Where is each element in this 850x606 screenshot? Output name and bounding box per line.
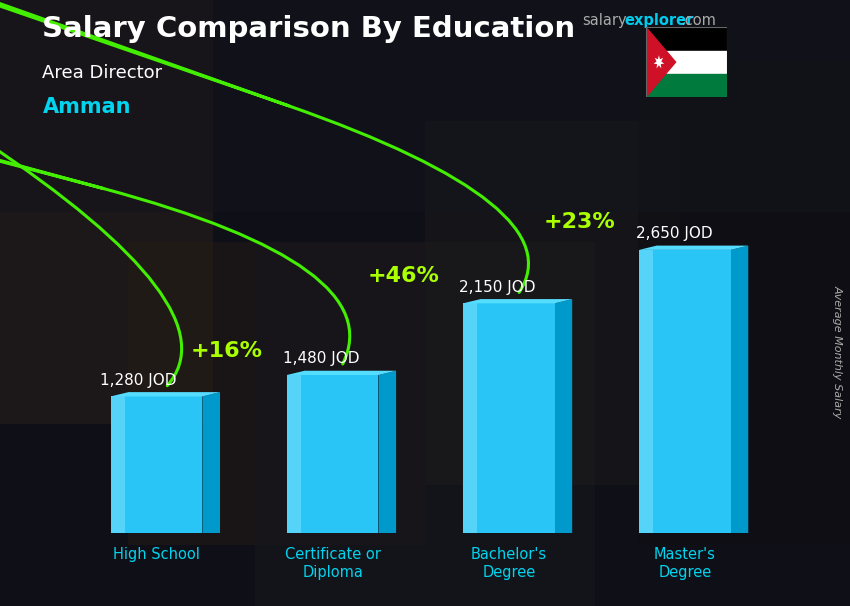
Text: 2,150 JOD: 2,150 JOD bbox=[460, 280, 536, 295]
Polygon shape bbox=[287, 371, 396, 375]
Text: Area Director: Area Director bbox=[42, 64, 162, 82]
Text: Average Monthly Salary: Average Monthly Salary bbox=[832, 285, 842, 418]
Bar bbox=[639, 250, 653, 533]
Bar bbox=[463, 304, 477, 533]
Text: Amman: Amman bbox=[42, 97, 131, 117]
Text: +23%: +23% bbox=[543, 212, 615, 232]
Text: .com: .com bbox=[680, 13, 716, 28]
Bar bbox=[463, 304, 554, 533]
Bar bbox=[0, 0, 850, 212]
Polygon shape bbox=[554, 299, 572, 533]
Polygon shape bbox=[378, 371, 396, 533]
Text: 1,480 JOD: 1,480 JOD bbox=[283, 351, 360, 367]
Bar bbox=[638, 61, 850, 545]
Polygon shape bbox=[110, 392, 220, 396]
Bar bbox=[646, 50, 727, 74]
Bar bbox=[646, 74, 727, 97]
Text: salary: salary bbox=[582, 13, 626, 28]
Bar bbox=[287, 375, 301, 533]
Polygon shape bbox=[202, 392, 220, 533]
Bar bbox=[639, 250, 731, 533]
Text: 1,280 JOD: 1,280 JOD bbox=[100, 373, 177, 388]
Polygon shape bbox=[654, 55, 664, 68]
Text: explorer: explorer bbox=[625, 13, 694, 28]
Bar bbox=[646, 27, 727, 50]
Bar bbox=[0, 0, 212, 424]
Bar bbox=[425, 121, 680, 485]
Text: Salary Comparison By Education: Salary Comparison By Education bbox=[42, 15, 575, 43]
Polygon shape bbox=[731, 245, 748, 533]
Bar bbox=[110, 396, 125, 533]
Bar bbox=[128, 242, 425, 545]
Bar bbox=[255, 242, 595, 606]
Bar bbox=[110, 396, 202, 533]
Text: +16%: +16% bbox=[191, 341, 263, 362]
Polygon shape bbox=[463, 299, 572, 304]
Polygon shape bbox=[639, 245, 748, 250]
Polygon shape bbox=[646, 27, 676, 97]
Bar bbox=[287, 375, 378, 533]
Text: +46%: +46% bbox=[367, 265, 439, 285]
Text: 2,650 JOD: 2,650 JOD bbox=[636, 226, 712, 241]
